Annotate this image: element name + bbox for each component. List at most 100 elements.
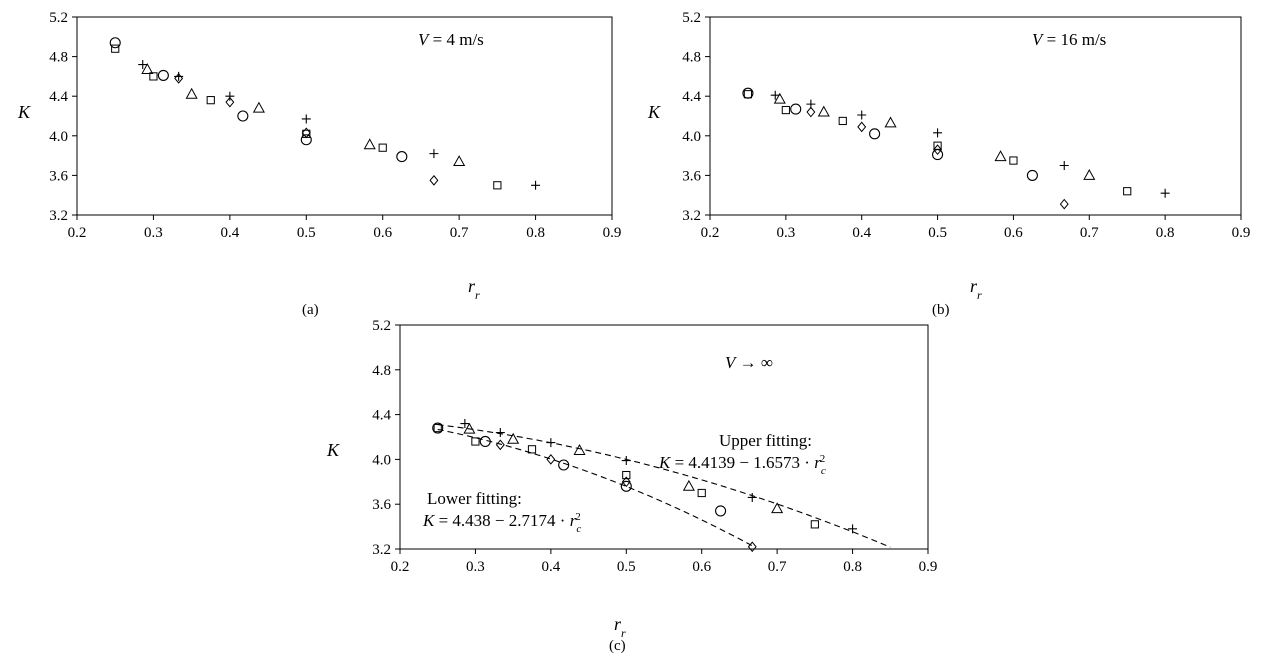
chart-a-ytick-label: 4.4: [49, 89, 68, 105]
chart-b-xlabel: rr: [970, 276, 982, 302]
chart-b-xtick-label: 0.5: [928, 225, 947, 241]
data-point-circle: [109, 37, 121, 49]
chart-c-ytick-label: 5.2: [372, 318, 391, 334]
chart-a-ytick-label: 3.2: [49, 208, 68, 224]
data-point-plus: [531, 180, 541, 190]
data-point-plus: [621, 456, 631, 466]
data-point-diamond: [301, 127, 311, 139]
chart-c-ytick-label: 4.8: [372, 363, 391, 379]
chart-a-xtick-label: 0.7: [450, 225, 469, 241]
chart-a-series-plus: [138, 60, 541, 190]
chart-b-xtick-label: 0.8: [1156, 225, 1175, 241]
data-point-plus: [1059, 161, 1069, 170]
chart-a-ytick-label: 3.6: [49, 168, 68, 184]
data-point-square: [838, 116, 847, 126]
data-point-square: [1123, 187, 1132, 196]
chart-b-panel-label: (b): [932, 302, 950, 318]
svg-text:V = 16 m/s: V = 16 m/s: [1032, 30, 1106, 49]
data-point-diamond: [806, 106, 816, 118]
data-point-triangle: [252, 101, 265, 113]
chart-c-xtick-label: 0.2: [391, 559, 410, 575]
chart-c-ytick-label: 3.6: [372, 497, 391, 513]
chart-c-xtick-label: 0.5: [617, 559, 636, 575]
data-point-plus: [848, 524, 858, 534]
data-point-square: [206, 96, 215, 105]
data-point-square: [743, 90, 753, 99]
data-point-plus: [1160, 188, 1170, 198]
svg-text:Lower fitting:: Lower fitting:: [427, 489, 522, 508]
data-point-plus: [174, 71, 184, 81]
data-point-triangle: [185, 87, 198, 99]
data-point-plus: [857, 110, 867, 120]
chart-b-xtick-label: 0.7: [1080, 225, 1099, 241]
chart-a-panel-label: (a): [302, 302, 319, 318]
data-point-square: [493, 181, 502, 190]
data-point-triangle: [994, 150, 1007, 162]
data-point-triangle: [817, 105, 830, 117]
data-point-diamond: [495, 439, 505, 451]
data-point-triangle: [884, 116, 897, 128]
chart-c-series-circle: [432, 422, 727, 517]
chart-c-panel-label: (c): [609, 638, 626, 654]
upper-fit-label: Upper fitting: K = 4.4139 − 1.6573 · rc2: [658, 431, 826, 477]
chart-b-ytick-label: 4.4: [682, 89, 701, 105]
svg-text:V = 4 m/s: V = 4 m/s: [418, 30, 484, 49]
data-point-square: [378, 143, 387, 152]
chart-a-xtick-label: 0.2: [68, 225, 87, 241]
chart-c-series-diamond: [495, 439, 757, 553]
chart-c-xtick-label: 0.9: [919, 559, 938, 575]
chart-a-svg: K rr V = 4 m/s 0.2 0.3 0.4 0.5 0.6 0.7 0.8 0.9 3…: [17, 10, 621, 302]
chart-c-xtick-label: 0.4: [541, 559, 560, 575]
chart-b-xtick-label: 0.2: [701, 225, 720, 241]
chart-b-xtick-label: 0.6: [1004, 225, 1023, 241]
chart-panel-b: K rr V = 16 m/s 0.2 0.3 0.4 0.5 0.6 0.7 0.8 0.9…: [630, 0, 1263, 330]
data-point-circle: [300, 134, 312, 146]
data-point-triangle: [463, 422, 476, 434]
chart-b-ylabel: K: [647, 102, 661, 122]
data-point-plus: [225, 91, 235, 101]
chart-a-series-triangle: [141, 63, 466, 167]
chart-b-ytick-label: 4.0: [682, 129, 701, 145]
chart-b-annotation: V = 16 m/s: [1032, 30, 1106, 49]
chart-a-ytick-label: 5.2: [49, 10, 68, 26]
upper-fit-curve: [437, 424, 891, 548]
chart-b-ytick-label: 3.2: [682, 208, 701, 224]
chart-a-xtick-label: 0.8: [526, 225, 545, 241]
data-point-triangle: [773, 92, 786, 104]
data-point-circle: [620, 480, 632, 492]
data-point-circle: [1026, 169, 1038, 181]
data-point-square: [471, 437, 480, 446]
chart-c-xtick-label: 0.3: [466, 559, 485, 575]
chart-b-xtick-label: 0.9: [1232, 225, 1251, 241]
data-point-square: [697, 488, 706, 498]
chart-c-xtick-label: 0.7: [768, 559, 787, 575]
data-point-square: [622, 470, 631, 480]
chart-b-xtick-label: 0.4: [852, 225, 871, 241]
chart-b-series-circle: [742, 87, 1038, 181]
data-point-plus: [429, 149, 439, 159]
chart-a-xtick-label: 0.5: [297, 225, 316, 241]
chart-b-xtick-label: 0.3: [776, 225, 795, 241]
data-point-plus: [460, 419, 470, 429]
chart-b-ytick-label: 4.8: [682, 50, 701, 66]
chart-c-xlabel: rr: [614, 614, 626, 640]
data-point-circle: [432, 422, 444, 434]
svg-text:K = 4.4139 − 1.6573 · rc2: K = 4.4139 − 1.6573 · rc2: [658, 453, 826, 477]
data-point-square: [111, 44, 120, 53]
chart-c-plot-frame: [399, 324, 929, 550]
data-point-diamond: [857, 121, 867, 133]
chart-b-series-diamond: [806, 106, 1069, 210]
data-point-triangle: [771, 502, 784, 514]
data-point-triangle: [507, 432, 520, 444]
data-point-plus: [770, 90, 780, 100]
lower-fit-label: Lower fitting: K = 4.438 − 2.7174 · rc2: [422, 489, 581, 535]
data-point-square: [781, 105, 790, 115]
data-point-circle: [479, 435, 491, 448]
chart-a-xtick-label: 0.3: [144, 225, 163, 241]
chart-a-series-circle: [109, 37, 408, 163]
chart-c-xtick-label: 0.8: [843, 559, 862, 575]
svg-text:Upper fitting:: Upper fitting:: [719, 431, 812, 450]
data-point-circle: [157, 69, 169, 81]
data-point-triangle: [363, 138, 376, 150]
chart-c-series-triangle: [463, 422, 784, 514]
